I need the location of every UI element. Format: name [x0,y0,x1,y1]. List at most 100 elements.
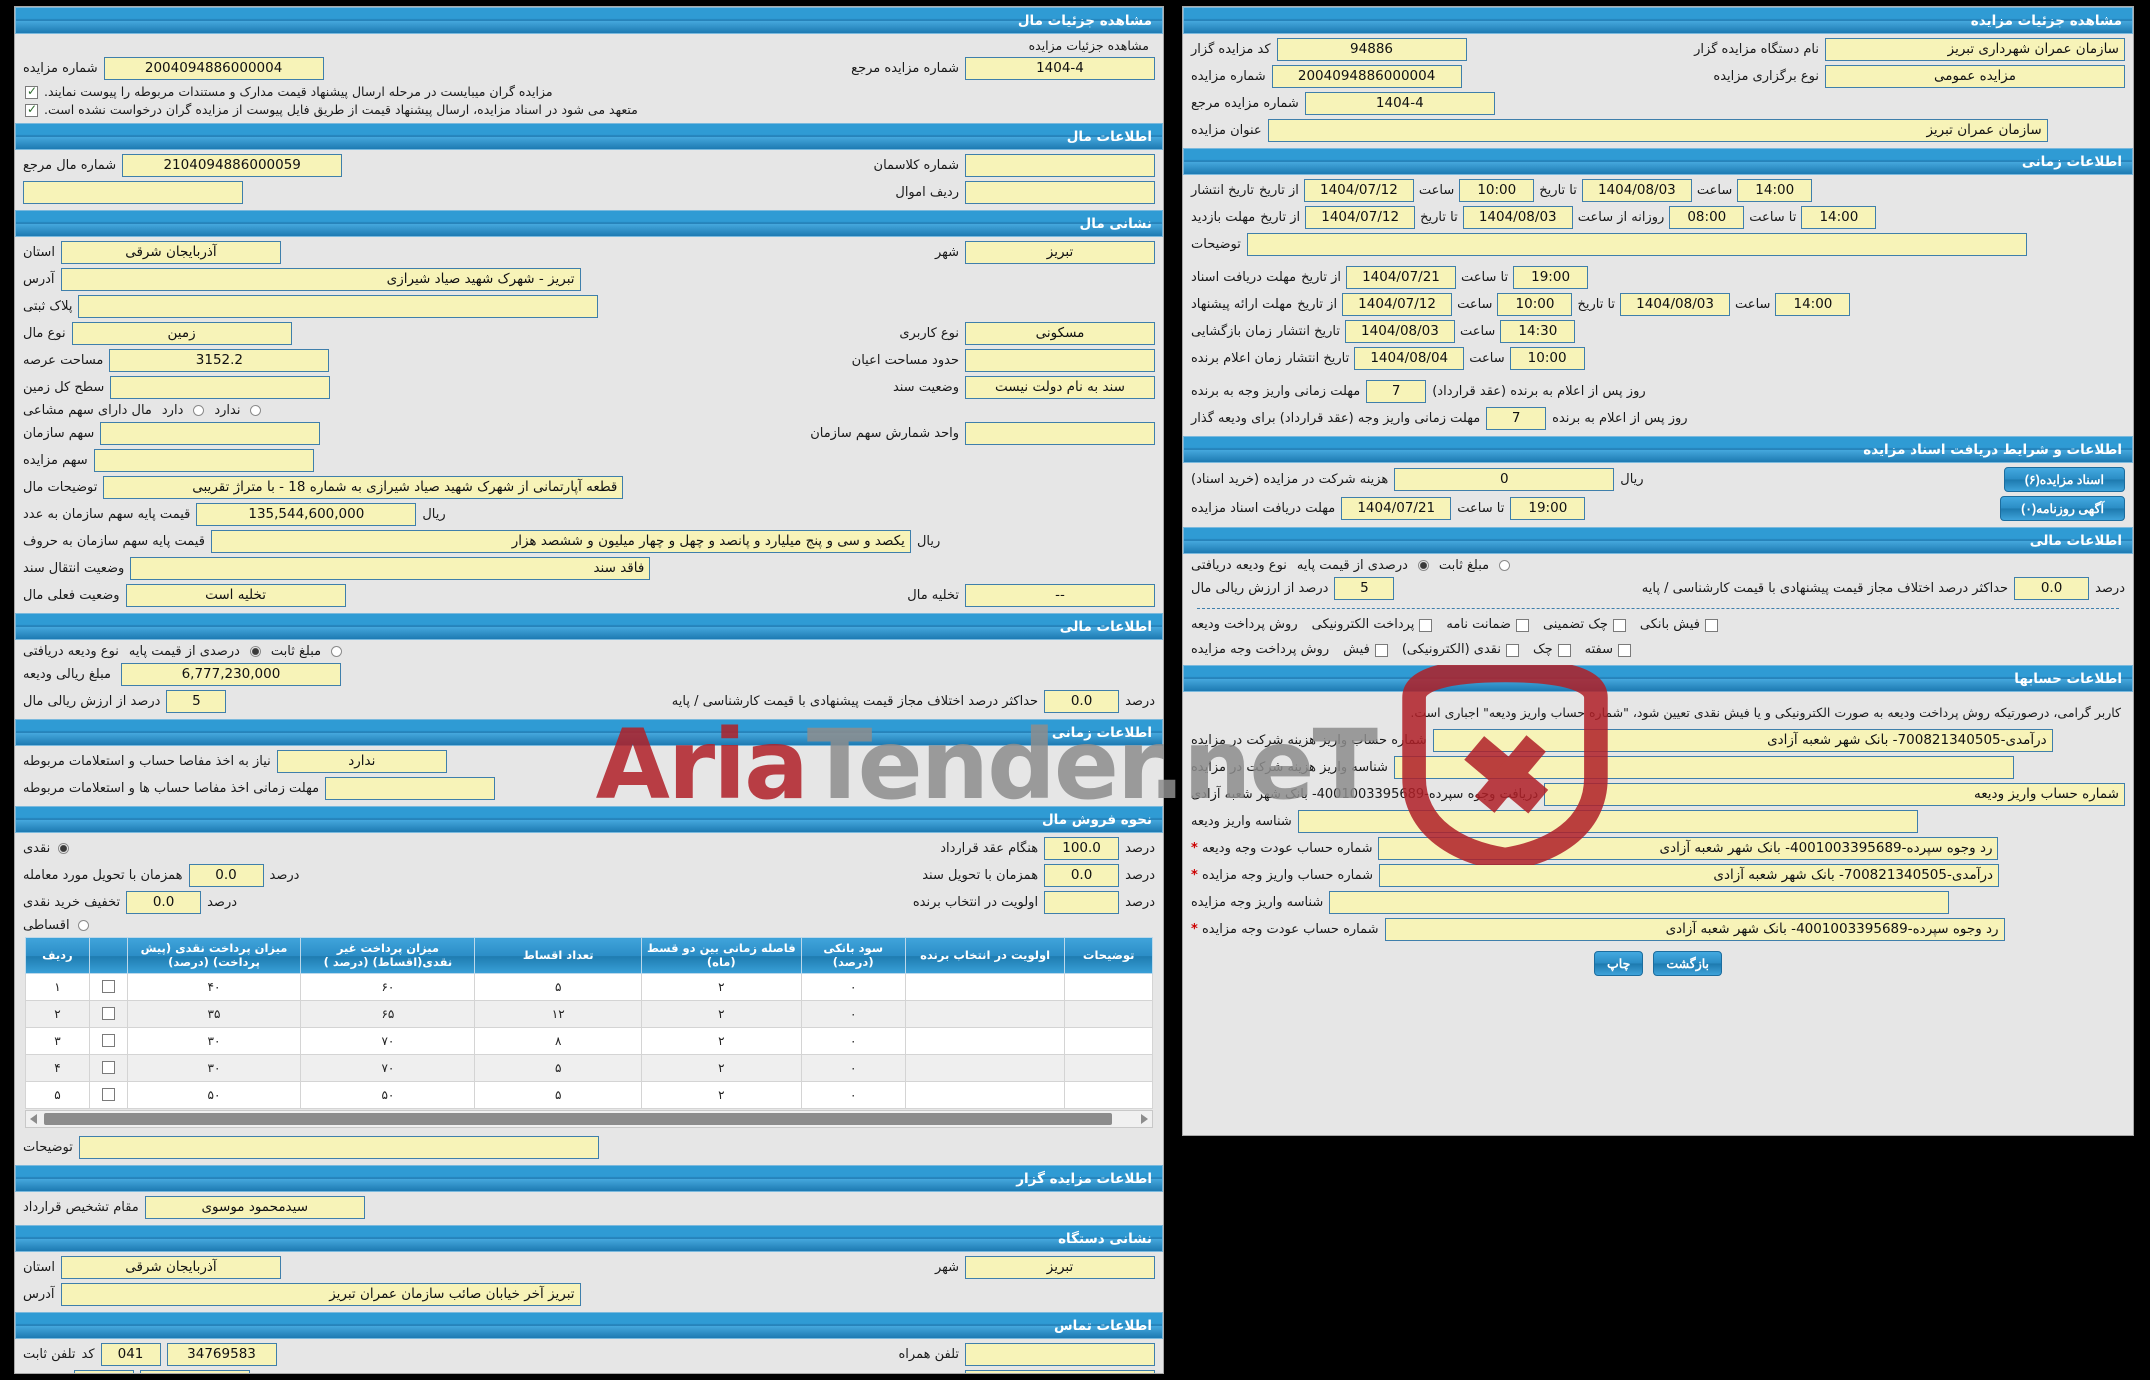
asset-desc-field[interactable]: قطعه آپارتمانی از شهرک شهید صیاد شیرازی … [103,476,624,499]
account-value-field[interactable] [1297,810,1918,834]
org-city-field[interactable]: تبریز [965,1255,1155,1279]
publish-to-field[interactable]: 1404/08/03 [1581,179,1692,202]
auction-no-value[interactable]: 2004094886000004 [103,57,324,80]
submit-to-hour-field[interactable]: 14:00 [1775,293,1851,316]
right-percent-value-field[interactable]: 5 [1334,577,1395,600]
clearance-time-field[interactable] [325,777,496,800]
winner-priority-field[interactable] [1044,891,1120,914]
base-price-number-field[interactable]: 135,544,600,000 [196,503,417,526]
doc-status-field[interactable]: سند به نام دولت نیست [965,376,1155,399]
visit-daily-to-field[interactable]: 14:00 [1801,206,1877,229]
row-checkbox-icon[interactable] [101,1087,115,1101]
org-province-field[interactable]: آذربایجان شرقی [60,1255,281,1279]
scroll-right-arrow-icon[interactable] [1141,1113,1148,1124]
publish-from-field[interactable]: 1404/07/12 [1303,179,1414,202]
docs-deadline-date-field[interactable]: 1404/07/21 [1341,497,1452,520]
transfer-status-field[interactable]: فاقد سند [130,557,651,580]
row-checkbox-icon[interactable] [101,1006,115,1020]
winner-announce-date-field[interactable]: 1404/08/04 [1354,347,1465,370]
landline-code-field[interactable]: 041 [100,1342,161,1366]
submit-to-field[interactable]: 1404/08/03 [1620,293,1731,316]
clearance-need-field[interactable]: ندارد [276,750,447,773]
building-area-field[interactable] [965,349,1155,372]
auction-code-field[interactable]: 94886 [1276,38,1467,61]
mobile-field[interactable] [965,1342,1155,1366]
table-row[interactable]: ۰ ۲ ۸ ۷۰ ۳۰ ۳ [25,1026,1153,1055]
asset-type-field[interactable]: زمین [71,322,292,345]
opening-date-field[interactable]: 1404/08/03 [1344,320,1455,343]
radio-percent-icon[interactable] [1417,560,1429,571]
row-checkbox-icon[interactable] [101,979,115,993]
account-value-field[interactable]: رد وجوه سپرده-4001003395689- بانک شهر شع… [1384,918,2005,942]
guarantee-deadline-field[interactable]: 7 [1486,407,1547,430]
table-row[interactable]: ۰ ۲ ۵ ۶۰ ۴۰ ۱ [25,972,1153,1001]
receive-docs-from-field[interactable]: 1404/07/21 [1345,266,1456,289]
asset-row-field-2[interactable] [23,181,243,204]
fax-code-field[interactable]: 041 [73,1369,134,1373]
row-checkbox-icon[interactable] [101,1033,115,1047]
visit-daily-from-field[interactable]: 08:00 [1669,206,1745,229]
checkbox-electronic-payment-icon[interactable] [1419,619,1433,632]
account-value-field[interactable]: درآمدی-700821340505- بانک شهر شعبه آزادی [1379,864,2000,888]
checkbox-bank-receipt-icon[interactable] [1704,619,1718,632]
max-diff-field[interactable]: 0.0 [1044,690,1120,713]
visit-from-field[interactable]: 1404/07/12 [1305,206,1416,229]
plot-field[interactable] [78,295,599,318]
submit-from-hour-field[interactable]: 10:00 [1497,293,1573,316]
publish-from-hour-field[interactable]: 10:00 [1459,179,1535,202]
checkbox-receipt-icon[interactable] [1374,644,1388,657]
auction-type-field[interactable]: مزایده عمومی [1825,65,2125,88]
checkbox-icon[interactable] [25,84,38,99]
table-row[interactable]: ۰ ۲ ۱۲ ۶۵ ۳۵ ۲ [25,999,1153,1028]
submit-from-field[interactable]: 1404/07/12 [1342,293,1453,316]
table-row[interactable]: ۰ ۲ ۵ ۷۰ ۳۰ ۴ [25,1053,1153,1082]
opening-hour-field[interactable]: 14:30 [1500,320,1576,343]
landline-field[interactable]: 34769583 [166,1342,277,1366]
publish-to-hour-field[interactable]: 14:00 [1737,179,1813,202]
checkbox-check-icon[interactable] [1557,644,1571,657]
total-land-field[interactable] [110,376,331,399]
on-doc-field[interactable]: 0.0 [1044,864,1120,887]
timing-desc-field[interactable] [1246,233,2027,256]
asset-ref-no-field[interactable]: 2104094886000059 [122,154,343,177]
auctioneer-org-field[interactable]: سازمان عمران شهرداری تبریز [1825,38,2125,61]
asset-row-field[interactable] [965,181,1155,204]
docs-deadline-hour-field[interactable]: 19:00 [1510,497,1586,520]
deposit-deadline-field[interactable]: 7 [1366,380,1427,403]
radio-installment-icon[interactable] [77,920,89,931]
sale-notes-field[interactable] [78,1135,599,1159]
account-value-field[interactable] [1329,891,1950,915]
base-price-text-field[interactable]: یکصد و سی و پنج میلیارد و پانصد و چهل و … [210,530,911,553]
org-share-field[interactable] [100,422,321,445]
radio-no-icon[interactable] [250,405,262,416]
org-share-unit-field[interactable] [965,422,1155,445]
row-checkbox-icon[interactable] [101,1060,115,1074]
deposit-amount-field[interactable]: 6,777,230,000 [120,663,341,686]
cadastral-no-field[interactable] [965,154,1155,177]
right-ref-auction-field[interactable]: 1404-4 [1304,92,1495,115]
city-field[interactable]: تبریز [965,241,1155,264]
account-value-field[interactable]: رد وجوه سپرده-4001003395689- بانک شهر شع… [1378,837,1999,861]
radio-cash-icon[interactable] [58,843,70,854]
newspaper-ad-button[interactable]: آگهی روزنامه(۰) [2000,496,2125,521]
usage-field[interactable]: مسکونی [965,322,1155,345]
checkbox-icon[interactable] [25,102,38,117]
winner-announce-hour-field[interactable]: 10:00 [1509,347,1585,370]
right-print-button[interactable]: چاپ [1594,951,1644,977]
auction-title-field[interactable]: سازمان عمران تبریز [1267,119,2048,142]
on-contract-field[interactable]: 100.0 [1044,837,1120,860]
scrollbar-thumb[interactable] [44,1112,1112,1125]
email-field[interactable]: omran@tabriz.ir [965,1369,1155,1373]
org-address-field[interactable]: تبریز آخر خیابان صائب سازمان عمران تبریز [60,1282,581,1306]
table-horizontal-scrollbar[interactable] [25,1109,1153,1128]
radio-fixed-amount-icon[interactable] [331,646,343,657]
scroll-left-arrow-icon[interactable] [30,1113,37,1124]
view-auction-details-link[interactable]: مشاهده جزئیات مزایده [1028,38,1149,53]
percent-of-value-field[interactable]: 5 [166,690,227,713]
contract-authority-field[interactable]: سیدمحمود موسوی [144,1195,365,1219]
docs-fee-field[interactable]: 0 [1394,468,1615,491]
checkbox-cash-electronic-icon[interactable] [1505,644,1519,657]
account-value-field[interactable] [1393,756,2014,780]
province-field[interactable]: آذربایجان شرقی [60,241,281,264]
right-auction-no-field[interactable]: 2004094886000004 [1271,65,1462,88]
